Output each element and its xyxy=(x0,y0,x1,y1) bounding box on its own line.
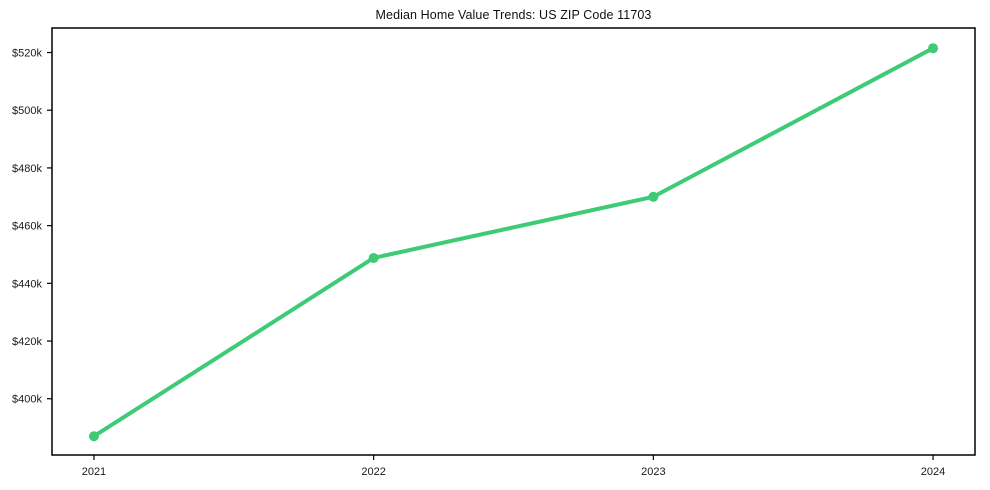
plot-border xyxy=(51,27,976,456)
data-point-marker xyxy=(368,252,379,263)
y-tick-label: $400k xyxy=(12,394,42,406)
x-tick-label: 2021 xyxy=(82,466,106,478)
trend-line xyxy=(91,46,936,439)
chart-title: Median Home Value Trends: US ZIP Code 11… xyxy=(375,8,652,22)
x-tick-label: 2024 xyxy=(921,466,945,478)
y-tick-label: $500k xyxy=(12,105,42,117)
data-point-marker xyxy=(648,191,659,202)
x-tick-label: 2023 xyxy=(641,466,665,478)
data-point-marker xyxy=(928,43,939,54)
y-tick-label: $460k xyxy=(12,221,42,233)
y-tick-label: $480k xyxy=(12,163,42,175)
y-tick-label: $520k xyxy=(12,48,42,60)
data-point-marker xyxy=(88,431,99,442)
x-tick-label: 2022 xyxy=(361,466,385,478)
y-tick-label: $420k xyxy=(12,336,42,348)
y-tick-label: $440k xyxy=(12,278,42,290)
